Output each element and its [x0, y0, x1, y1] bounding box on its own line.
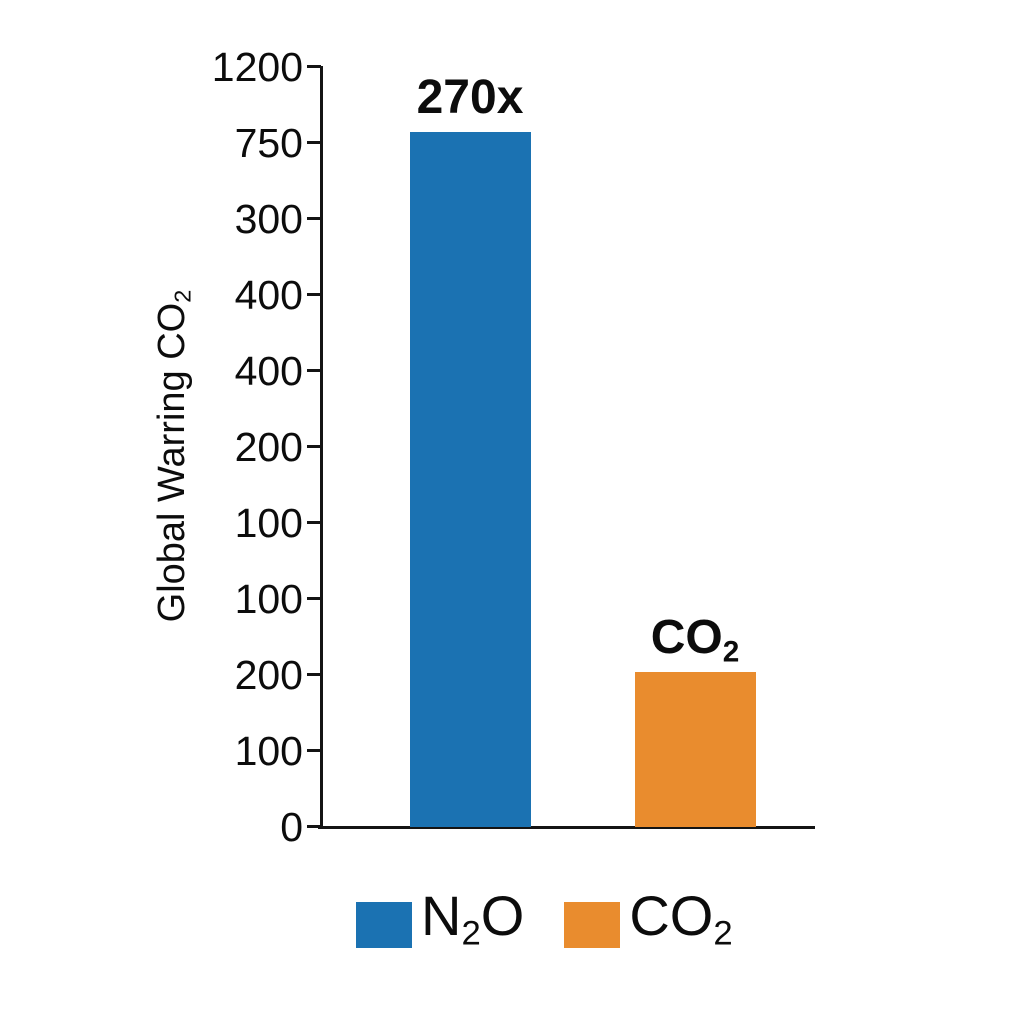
text-segment: Global Warring CO: [151, 302, 193, 623]
text-segment: O: [480, 884, 525, 947]
y-tick-label: 200: [234, 652, 303, 698]
text-segment: 270x: [416, 71, 524, 124]
y-tick-label: 100: [234, 576, 303, 622]
legend-swatch-n2o: [356, 901, 412, 948]
legend-item-co2: CO2: [564, 886, 733, 964]
bar-n2o: [410, 132, 531, 827]
text-segment: CO: [629, 884, 714, 947]
y-tick-label: 400: [234, 348, 303, 394]
y-tick-label: 1200: [211, 44, 303, 90]
y-tick-mark: [307, 141, 321, 144]
bar-annotation-n2o: 270x: [417, 70, 524, 126]
x-axis-line: [318, 826, 815, 829]
text-segment: CO: [650, 611, 723, 664]
y-tick-mark: [307, 749, 321, 752]
y-tick-mark: [307, 65, 321, 68]
legend-swatch-co2: [564, 901, 621, 948]
bar-co2: [635, 672, 756, 827]
y-tick-label: 200: [234, 424, 303, 470]
subscript: 2: [722, 635, 740, 669]
y-tick-mark: [307, 597, 321, 600]
bar-annotation-co2: CO2: [650, 610, 740, 669]
y-axis-line: [320, 66, 323, 829]
legend-label-co2: CO2: [629, 886, 732, 964]
y-tick-label: 100: [234, 500, 303, 546]
subscript: 2: [169, 289, 196, 303]
y-tick-label: 0: [280, 804, 303, 850]
y-tick-mark: [307, 521, 321, 524]
y-tick-mark: [307, 369, 321, 372]
y-tick-label: 400: [234, 272, 303, 318]
y-axis-title: Global Warring CO2: [149, 76, 196, 836]
subscript: 2: [461, 914, 481, 953]
legend: N2O CO2: [356, 886, 733, 964]
y-tick-label: 300: [234, 196, 303, 242]
y-tick-mark: [307, 825, 321, 828]
text-segment: N: [421, 884, 462, 947]
y-tick-mark: [307, 445, 321, 448]
subscript: 2: [713, 914, 733, 953]
y-tick-mark: [307, 673, 321, 676]
legend-item-n2o: N2O: [356, 886, 524, 964]
y-tick-mark: [307, 217, 321, 220]
legend-label-n2o: N2O: [421, 886, 524, 964]
y-tick-label: 750: [234, 120, 303, 166]
y-tick-label: 100: [234, 728, 303, 774]
y-tick-mark: [307, 293, 321, 296]
